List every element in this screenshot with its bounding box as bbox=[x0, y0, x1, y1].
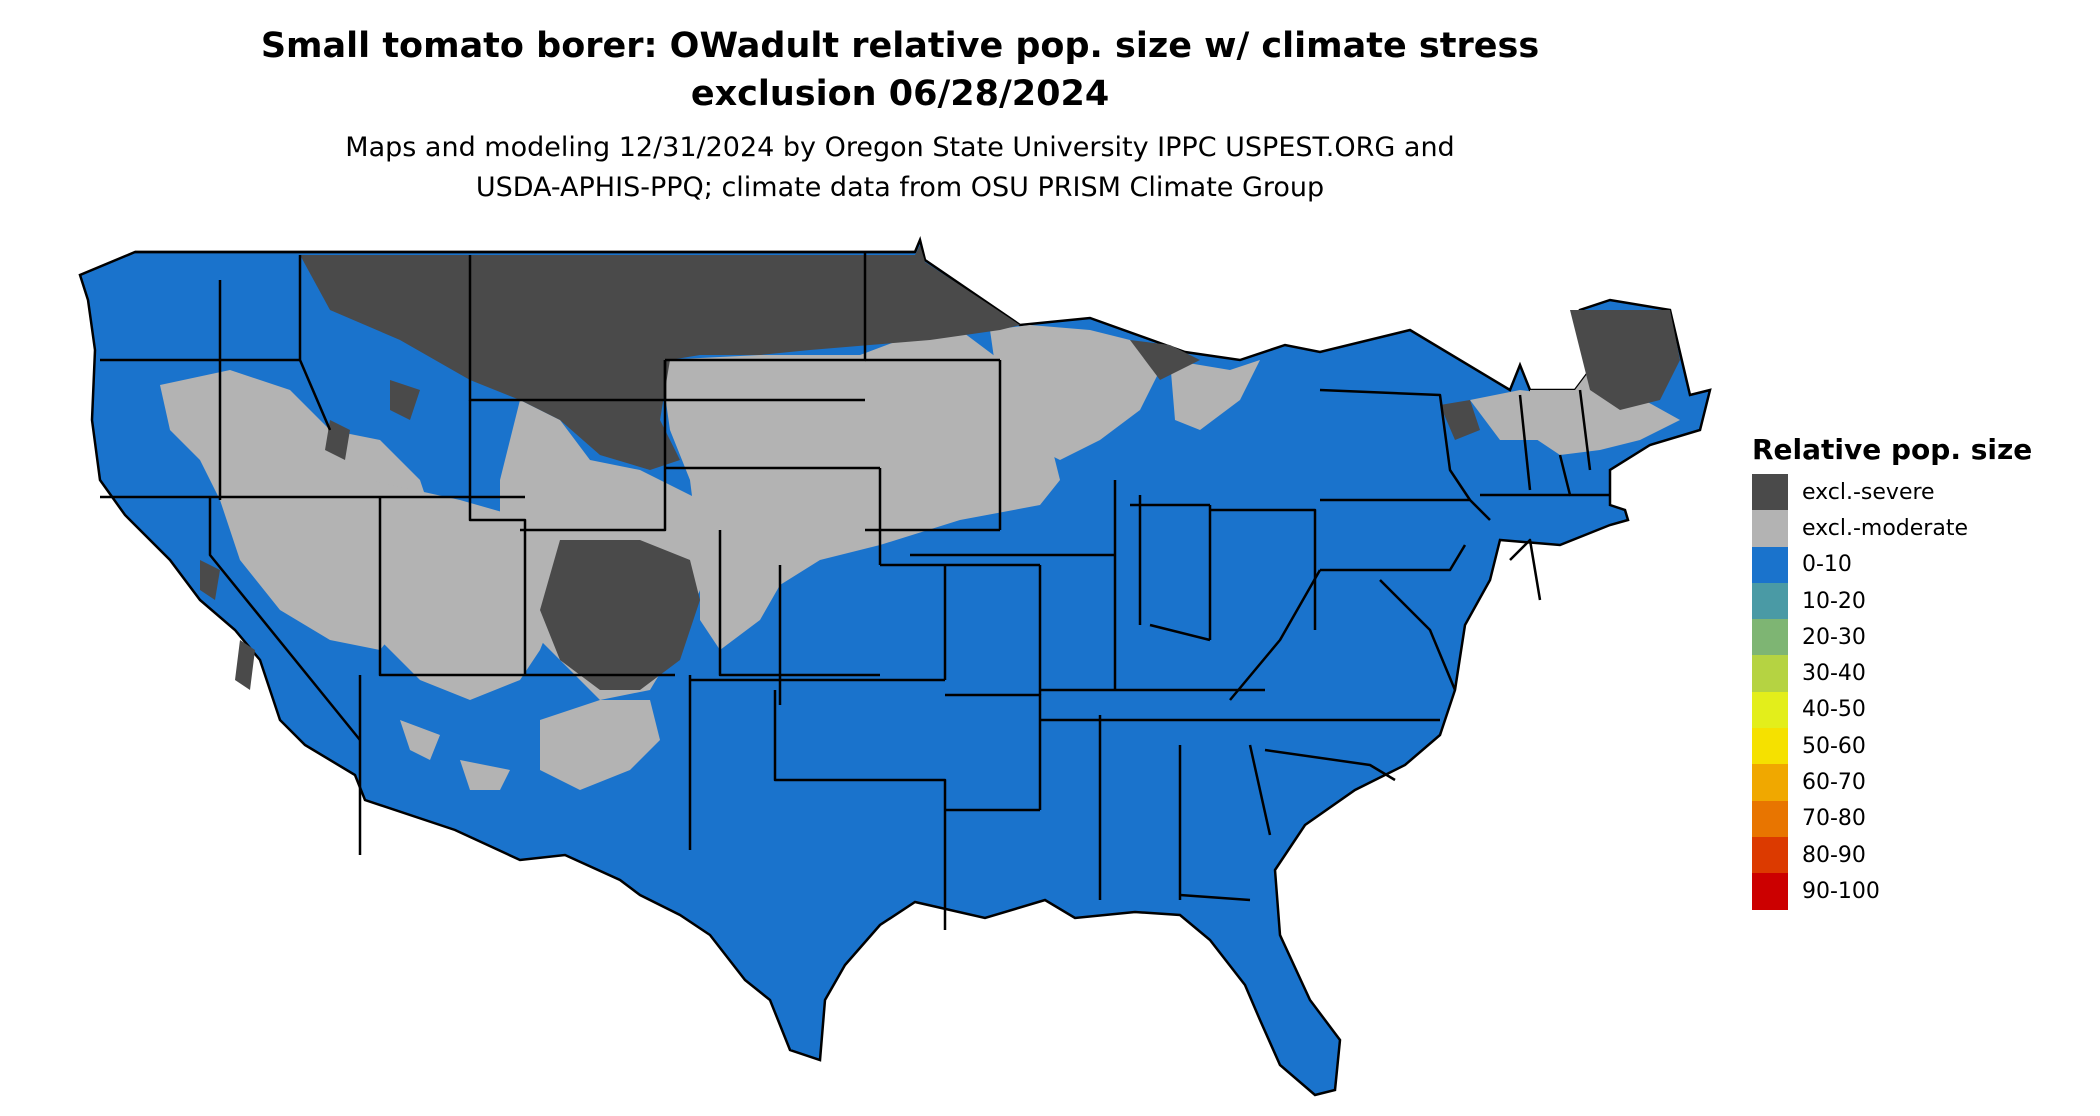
map-title-line1: Small tomato borer: OWadult relative pop… bbox=[260, 26, 1540, 66]
legend-label: excl.-severe bbox=[1802, 479, 1935, 505]
legend-swatch bbox=[1752, 728, 1788, 765]
state-borders bbox=[100, 250, 1610, 930]
map-subtitle: Maps and modeling 12/31/2024 by Oregon S… bbox=[0, 128, 1800, 208]
map-subtitle-line2: USDA-APHIS-PPQ; climate data from OSU PR… bbox=[475, 172, 1325, 203]
legend-label: 60-70 bbox=[1802, 770, 1866, 796]
map-subtitle-line1: Maps and modeling 12/31/2024 by Oregon S… bbox=[345, 132, 1455, 163]
legend-label: 80-90 bbox=[1802, 842, 1866, 868]
legend-label: 20-30 bbox=[1802, 624, 1866, 650]
legend-label: 70-80 bbox=[1802, 806, 1866, 832]
legend-label: 90-100 bbox=[1802, 878, 1880, 904]
legend-item: 60-70 bbox=[1752, 764, 2032, 801]
legend-swatch bbox=[1752, 764, 1788, 801]
legend-item: excl.-moderate bbox=[1752, 510, 2032, 547]
legend-item: 10-20 bbox=[1752, 582, 2032, 620]
legend-swatch bbox=[1752, 510, 1788, 547]
legend-swatch bbox=[1752, 474, 1788, 511]
map-title-line2: exclusion 06/28/2024 bbox=[690, 74, 1110, 114]
legend-label: 30-40 bbox=[1802, 661, 1866, 687]
excl-severe-regions bbox=[200, 245, 1680, 690]
legend-items: excl.-severe excl.-moderate 0-10 10-20 20-30… bbox=[1752, 474, 2032, 910]
legend-item: 50-60 bbox=[1752, 728, 2032, 765]
legend-swatch bbox=[1752, 800, 1788, 837]
legend-swatch bbox=[1752, 691, 1788, 729]
legend-swatch bbox=[1752, 655, 1788, 692]
legend-item: 90-100 bbox=[1752, 873, 2032, 910]
legend: Relative pop. size excl.-severe excl.-mod… bbox=[1752, 432, 2032, 910]
legend-label: 50-60 bbox=[1802, 733, 1866, 759]
legend-item: excl.-severe bbox=[1752, 474, 2032, 511]
legend-label: 40-50 bbox=[1802, 697, 1866, 723]
legend-item: 40-50 bbox=[1752, 691, 2032, 729]
legend-item: 80-90 bbox=[1752, 836, 2032, 874]
legend-item: 30-40 bbox=[1752, 655, 2032, 692]
legend-swatch bbox=[1752, 546, 1788, 583]
legend-label: 0-10 bbox=[1802, 552, 1852, 578]
legend-title: Relative pop. size bbox=[1752, 433, 2033, 466]
legend-swatch bbox=[1752, 873, 1788, 910]
legend-swatch bbox=[1752, 836, 1788, 874]
legend-label: 10-20 bbox=[1802, 588, 1866, 614]
map-title: Small tomato borer: OWadult relative pop… bbox=[0, 22, 1800, 118]
legend-item: 20-30 bbox=[1752, 619, 2032, 656]
legend-swatch bbox=[1752, 582, 1788, 620]
legend-item: 0-10 bbox=[1752, 546, 2032, 583]
legend-label: excl.-moderate bbox=[1802, 515, 1968, 541]
legend-swatch bbox=[1752, 619, 1788, 656]
legend-item: 70-80 bbox=[1752, 800, 2032, 837]
